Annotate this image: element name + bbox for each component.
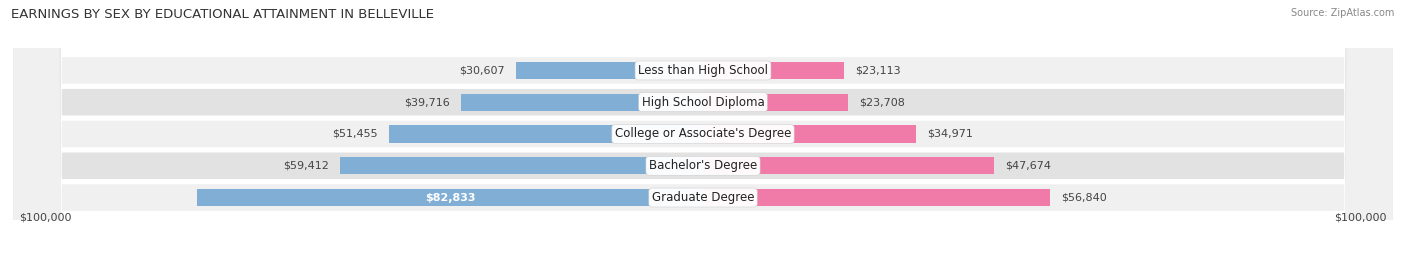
Text: $100,000: $100,000 <box>1334 212 1386 222</box>
Bar <box>197 189 703 206</box>
Text: $30,607: $30,607 <box>460 65 505 76</box>
FancyBboxPatch shape <box>13 0 1393 268</box>
Text: $56,840: $56,840 <box>1062 192 1107 203</box>
Text: College or Associate's Degree: College or Associate's Degree <box>614 128 792 140</box>
Text: Source: ZipAtlas.com: Source: ZipAtlas.com <box>1291 8 1395 18</box>
Text: $100,000: $100,000 <box>20 212 72 222</box>
Bar <box>389 125 703 143</box>
FancyBboxPatch shape <box>13 0 1393 268</box>
Text: Graduate Degree: Graduate Degree <box>652 191 754 204</box>
Text: Less than High School: Less than High School <box>638 64 768 77</box>
Text: $47,674: $47,674 <box>1005 161 1052 171</box>
Text: $39,716: $39,716 <box>404 97 450 107</box>
Text: $34,971: $34,971 <box>928 129 973 139</box>
Text: $51,455: $51,455 <box>332 129 378 139</box>
FancyBboxPatch shape <box>13 0 1393 268</box>
Bar <box>516 62 703 79</box>
Bar <box>703 125 917 143</box>
Bar <box>340 157 703 174</box>
Text: $23,113: $23,113 <box>855 65 901 76</box>
Bar <box>703 157 994 174</box>
Bar <box>703 62 844 79</box>
Text: $82,833: $82,833 <box>425 192 475 203</box>
FancyBboxPatch shape <box>13 0 1393 268</box>
Text: $59,412: $59,412 <box>284 161 329 171</box>
Bar <box>703 189 1050 206</box>
Text: Bachelor's Degree: Bachelor's Degree <box>650 159 756 172</box>
Bar <box>461 94 703 111</box>
Text: High School Diploma: High School Diploma <box>641 96 765 109</box>
FancyBboxPatch shape <box>13 0 1393 268</box>
Text: EARNINGS BY SEX BY EDUCATIONAL ATTAINMENT IN BELLEVILLE: EARNINGS BY SEX BY EDUCATIONAL ATTAINMEN… <box>11 8 434 21</box>
Bar <box>703 94 848 111</box>
Text: $23,708: $23,708 <box>859 97 904 107</box>
